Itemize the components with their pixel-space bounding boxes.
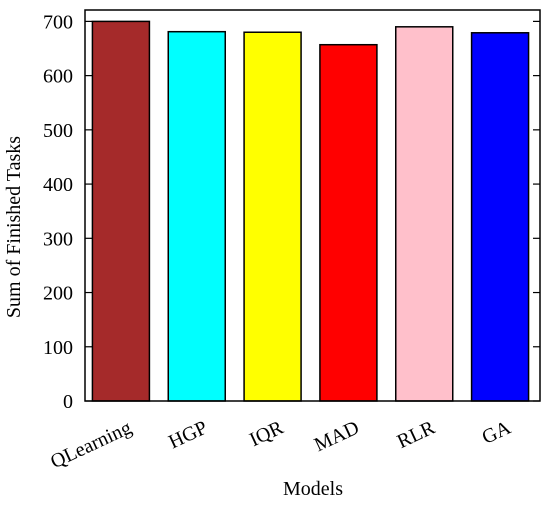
y-tick-label: 0: [63, 391, 73, 413]
bar-ga: [470, 32, 530, 402]
y-tick-label: 100: [43, 337, 73, 359]
y-tick-label: 700: [43, 11, 73, 33]
bar-qlearning: [91, 20, 151, 402]
y-tick-label: 400: [43, 174, 73, 196]
bar-iqr: [243, 31, 302, 402]
bar-rlr: [395, 26, 454, 402]
x-tick-label-mad: MAD: [311, 417, 363, 457]
y-tick-label: 300: [43, 228, 73, 250]
plot-frame: [84, 9, 541, 402]
x-tick-label-qlearning: QLearning: [47, 417, 135, 474]
x-tick-label-rlr: RLR: [394, 416, 439, 453]
bars-layer: [91, 20, 530, 402]
bar-hgp: [167, 30, 226, 402]
x-tick-label-iqr: IQR: [246, 416, 287, 451]
y-tick-label: 600: [43, 66, 73, 88]
x-tick-label-ga: GA: [479, 416, 515, 448]
y-tick-label: 200: [43, 283, 73, 305]
y-axis-title: Sum of Finished Tasks: [3, 136, 25, 318]
y-tick-label: 500: [43, 120, 73, 142]
bar-mad: [319, 43, 378, 402]
axes-layer: [84, 9, 541, 402]
x-tick-label-hgp: HGP: [165, 417, 211, 454]
x-axis-title: Models: [283, 478, 343, 500]
